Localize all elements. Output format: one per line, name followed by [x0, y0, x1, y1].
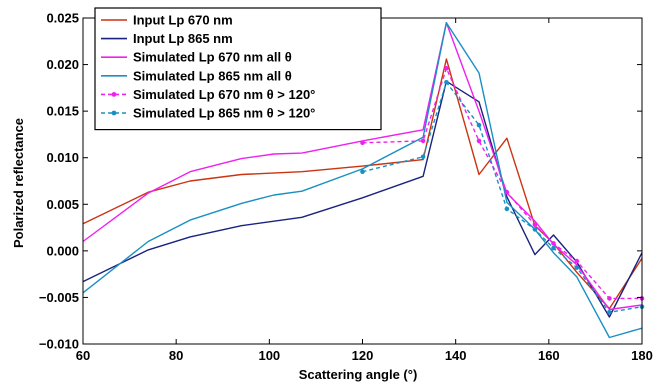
- series-point-5-3: [476, 122, 482, 128]
- legend-label-2: Simulated Lp 670 nm all θ: [133, 50, 292, 65]
- x-tick-label-4: 140: [445, 348, 467, 363]
- x-tick-label-1: 80: [169, 348, 183, 363]
- series-point-4-6: [551, 241, 556, 246]
- x-axis-title: Scattering angle (°): [299, 367, 418, 382]
- series-point-4-0: [360, 140, 365, 146]
- series-point-5-6: [551, 245, 556, 251]
- y-tick-label-0: −0.010: [39, 337, 79, 352]
- series-line-3: [82, 22, 643, 339]
- series-point-4-3: [476, 138, 482, 144]
- legend-label-1: Input Lp 865 nm: [133, 31, 233, 46]
- x-tick-label-3: 120: [352, 348, 374, 363]
- y-tick-label-5: 0.015: [46, 104, 79, 119]
- legend: Input Lp 670 nm Input Lp 865 nm Simulated …: [94, 7, 382, 131]
- series-point-4-1: [420, 138, 426, 144]
- axes-layer: 60 80 100 120 140 160 180 −0.010 −0.005 0.000 0.00…: [39, 11, 653, 364]
- x-tick-label-2: 100: [258, 348, 280, 363]
- series-line-2: [82, 22, 643, 311]
- legend-marker-5: [111, 110, 117, 116]
- legend-label-4: Simulated Lp 670 nm θ > 120°: [133, 87, 315, 102]
- series-point-5-8: [607, 310, 612, 315]
- legend-label-5: Simulated Lp 865 nm θ > 120°: [133, 106, 315, 121]
- series-point-5-0: [360, 169, 365, 174]
- x-tick-label-5: 160: [538, 348, 560, 363]
- series-point-4-4: [504, 189, 510, 195]
- series-point-5-7: [574, 265, 580, 270]
- series-point-4-7: [574, 258, 580, 264]
- y-tick-label-3: 0.005: [46, 197, 79, 212]
- y-tick-label-6: 0.020: [46, 57, 79, 72]
- legend-box: [94, 7, 382, 131]
- series-point-5-4: [504, 206, 510, 212]
- x-tick-label-0: 60: [76, 348, 90, 363]
- series-point-5-2: [444, 80, 449, 85]
- x-tick-label-6: 180: [631, 348, 653, 363]
- y-tick-label-4: 0.010: [46, 150, 79, 165]
- y-tick-label-7: 0.025: [46, 11, 79, 26]
- y-tick-label-2: 0.000: [46, 243, 79, 258]
- y-axis-title: Polarized reflectance: [11, 118, 26, 248]
- series-point-5-5: [532, 227, 538, 232]
- series-point-4-2: [444, 66, 449, 71]
- series-line-4: [362, 67, 642, 300]
- series-point-4-5: [532, 222, 538, 228]
- y-tick-label-1: −0.005: [39, 290, 79, 305]
- series-line-0: [82, 58, 643, 310]
- legend-label-3: Simulated Lp 865 nm all θ: [133, 68, 292, 83]
- series-point-5-1: [420, 154, 426, 160]
- legend-marker-4: [111, 92, 117, 97]
- series-line-5: [362, 81, 643, 313]
- series-point-4-8: [607, 296, 612, 301]
- legend-label-0: Input Lp 670 nm: [133, 13, 233, 28]
